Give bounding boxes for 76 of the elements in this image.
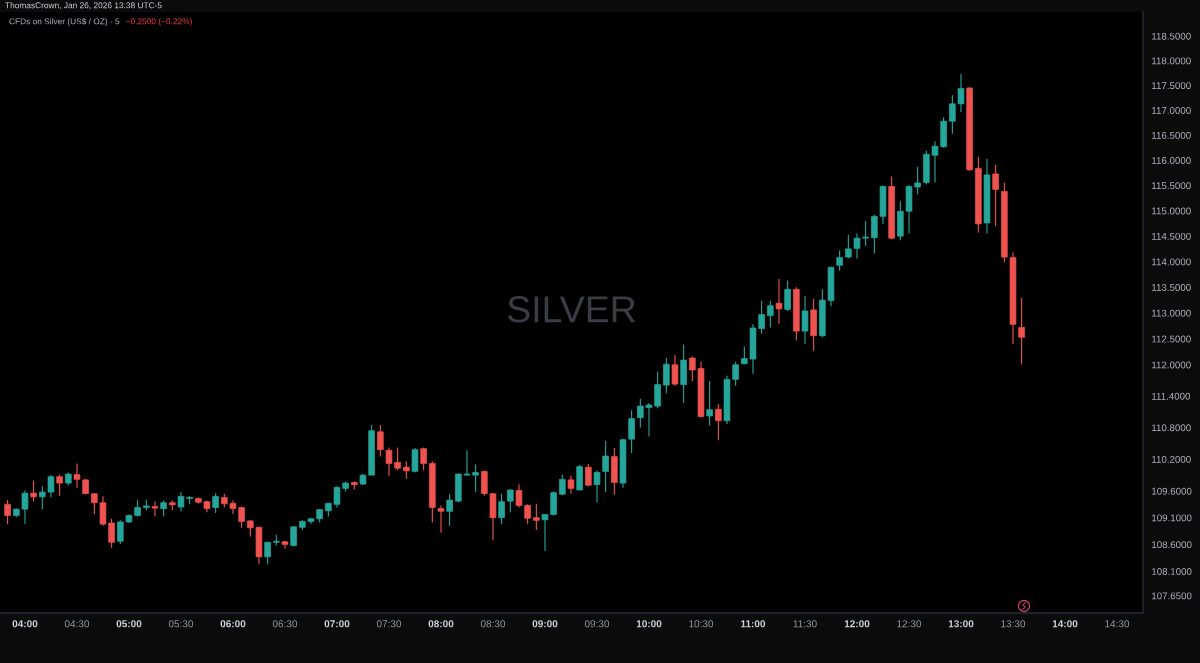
candlestick: [446, 493, 453, 527]
candlestick: [1018, 297, 1025, 365]
x-tick-label: 11:00: [741, 620, 766, 628]
y-tick-label: 111.4000: [1152, 392, 1191, 400]
y-tick-label: 112.0000: [1152, 361, 1191, 369]
candlestick: [767, 300, 774, 329]
y-tick-label: 107.6500: [1152, 592, 1192, 600]
candlestick: [784, 280, 791, 312]
x-tick-label: 04:00: [12, 620, 38, 628]
candlestick: [801, 295, 809, 345]
y-tick-label: 116.0000: [1152, 157, 1191, 164]
x-tick-label: 04:30: [64, 620, 90, 628]
candlestick: [30, 479, 37, 502]
x-tick-label: 09:00: [532, 620, 558, 628]
candlestick: [4, 499, 11, 525]
candlestick: [567, 475, 575, 495]
x-tick-label: 14:00: [1052, 620, 1078, 628]
text: ThomasCrown, Jan 26, 2026 13:38 UTC-5: [5, 2, 162, 10]
y-tick-label: 112.5000: [1152, 335, 1191, 343]
y-tick-label: 115.0000: [1152, 207, 1191, 215]
y-tick-label: 118.5000: [1152, 32, 1191, 40]
y-tick-label: 109.6000: [1152, 487, 1192, 495]
text: −0.2500 (−0.22%): [126, 18, 192, 26]
y-tick-label: 118.0000: [1152, 57, 1191, 65]
x-tick-label: 05:00: [116, 620, 142, 628]
y-tick-label: 108.6000: [1152, 541, 1192, 549]
x-tick-label: 05:30: [168, 620, 194, 628]
x-tick-label: 06:30: [272, 620, 298, 628]
candlestick: [498, 493, 505, 525]
y-tick-label: 117.0000: [1152, 107, 1191, 114]
y-tick-label: 113.5000: [1152, 284, 1191, 291]
y-tick-label: 114.5000: [1152, 232, 1191, 240]
candlestick: [602, 440, 609, 493]
x-tick-label: 13:00: [948, 620, 974, 628]
x-tick-label: 10:30: [689, 620, 714, 628]
candlestick: [671, 354, 679, 387]
y-tick-label: 109.1000: [1152, 514, 1192, 522]
candlestick: [377, 424, 384, 458]
candlestick: [663, 357, 670, 395]
candlestick: [411, 447, 419, 474]
x-tick-label: 06:00: [220, 620, 246, 628]
candlestick: [151, 500, 159, 518]
candlestick: [715, 403, 722, 441]
x-tick-label: 11:30: [793, 620, 817, 628]
y-tick-label: 113.0000: [1152, 309, 1191, 317]
x-tick-label: 12:30: [897, 620, 922, 628]
y-tick-label: 116.5000: [1152, 131, 1191, 139]
candlestick: [576, 464, 583, 492]
candlestick: [533, 503, 540, 531]
y-tick-label: 108.1000: [1152, 568, 1192, 575]
y-tick-label: 110.8000: [1152, 424, 1191, 432]
x-tick-label: 14:30: [1105, 620, 1130, 628]
y-tick-label: 117.5000: [1152, 82, 1191, 90]
x-tick-label: 12:00: [844, 620, 870, 628]
x-tick-label: 10:00: [636, 620, 662, 628]
x-tick-label: 09:30: [584, 620, 610, 628]
candlestick: [706, 380, 713, 427]
candlestick: [212, 492, 219, 514]
candlestick: [56, 474, 63, 497]
x-tick-label: 07:00: [324, 620, 350, 628]
candlestick: [992, 164, 999, 227]
candlestick: [593, 469, 601, 503]
y-tick-label: 115.5000: [1152, 182, 1191, 190]
text: CFDs on Silver (US$ / OZ) · 5: [9, 18, 120, 26]
x-tick-label: 08:30: [480, 620, 506, 628]
y-tick-label: 110.2000: [1152, 455, 1191, 463]
x-tick-label: 08:00: [428, 620, 454, 628]
candlestick: [775, 278, 783, 325]
candlestick: [437, 504, 445, 534]
candlestick: [290, 525, 297, 548]
x-tick-label: 07:30: [376, 620, 402, 628]
candlestick: [507, 488, 514, 513]
x-tick-label: 13:30: [1001, 620, 1026, 628]
candlestick: [836, 249, 843, 272]
annotation: SILVER: [507, 296, 636, 323]
y-tick-label: 114.0000: [1152, 258, 1191, 266]
